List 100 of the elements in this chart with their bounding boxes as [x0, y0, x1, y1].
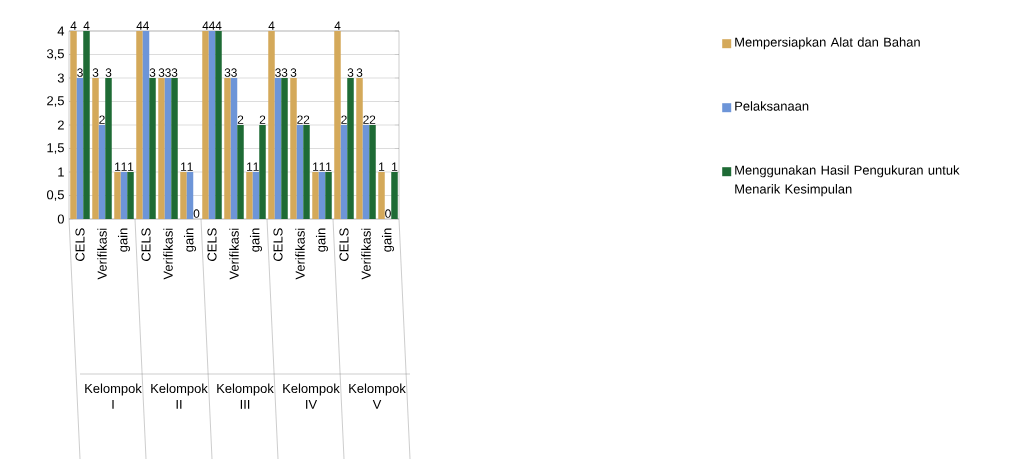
y-tick-label: 2	[57, 120, 64, 130]
x-tick-label: gain	[381, 228, 395, 252]
x-tick-label: gain	[183, 228, 197, 252]
y-tick-label: 3,5	[46, 49, 64, 60]
data-label: 2	[297, 115, 303, 124]
x-tick-label: CELS	[75, 228, 85, 261]
bar	[340, 125, 348, 219]
y-tick-label: 0,5	[46, 190, 64, 201]
data-label: 4	[208, 21, 215, 30]
data-label: 1	[115, 162, 121, 171]
data-label: 3	[231, 68, 237, 77]
bar	[142, 31, 150, 219]
x-tick-label: CELS	[141, 228, 151, 261]
x-tick-label: Verifikasi	[97, 228, 107, 280]
x-tick-label: Verifikasi	[361, 228, 371, 280]
data-label: 1	[326, 162, 332, 171]
bar	[362, 125, 370, 219]
bar	[215, 31, 222, 219]
bar	[202, 31, 209, 219]
legend-label: Pelaksanaan	[735, 101, 809, 111]
data-label: 1	[181, 162, 187, 171]
data-label: 3	[77, 68, 83, 77]
data-label: 1	[392, 162, 398, 171]
data-label: 3	[347, 68, 354, 77]
data-label: 4	[70, 21, 77, 30]
bar	[76, 78, 84, 219]
bar	[127, 172, 134, 219]
data-label: 4	[142, 21, 149, 30]
x-tick-label: Verifikasi	[229, 228, 239, 280]
data-label: 1	[313, 162, 319, 171]
data-label: 1	[128, 162, 134, 171]
bar	[274, 78, 282, 219]
y-tick-label: 4	[57, 26, 65, 36]
data-label: 3	[105, 68, 112, 77]
data-label: 1	[121, 162, 127, 171]
data-label: 1	[379, 162, 385, 171]
data-label: 3	[149, 68, 156, 77]
x-tick-label: CELS	[273, 228, 283, 261]
data-label: 4	[268, 21, 275, 30]
bar	[303, 125, 310, 219]
bar	[252, 172, 260, 219]
bar	[92, 78, 99, 219]
data-label: 2	[341, 115, 347, 124]
x-tick-label: Verifikasi	[295, 228, 305, 280]
data-label: 3	[165, 68, 171, 77]
bar	[105, 78, 112, 219]
data-label: 2	[369, 115, 376, 124]
data-label: 1	[319, 162, 325, 171]
data-label: 2	[363, 115, 369, 124]
bar	[347, 78, 354, 219]
bar	[312, 172, 319, 219]
y-tick-label: 2,5	[47, 96, 64, 107]
data-label: 3	[281, 68, 288, 77]
bar	[237, 125, 244, 219]
bar	[70, 31, 77, 219]
bar	[325, 172, 332, 219]
text: Kelompok IV	[283, 383, 340, 409]
bar	[296, 125, 304, 219]
bar	[290, 78, 297, 219]
data-label: 0	[385, 209, 391, 218]
bar	[98, 125, 106, 219]
data-label: 4	[334, 21, 341, 30]
bar	[164, 78, 172, 219]
data-label: 3	[275, 68, 281, 77]
bar	[224, 78, 231, 219]
data-label: 0	[193, 209, 200, 218]
data-label: 3	[92, 68, 99, 77]
bar	[268, 31, 275, 219]
y-tick-label: 0	[57, 214, 64, 224]
data-label: 3	[171, 68, 178, 77]
x-tick-label: Verifikasi	[163, 228, 173, 280]
bar	[318, 172, 326, 219]
bar	[246, 172, 253, 219]
x-tick-label: CELS	[207, 228, 217, 261]
data-label: 1	[253, 162, 259, 171]
data-label: 3	[224, 68, 231, 77]
legend-label: Menggunakan Hasil Pengukuran untuk Menarik Kesimpulan	[735, 165, 960, 197]
bar	[149, 78, 156, 219]
bar	[369, 125, 376, 219]
data-label: 4	[83, 21, 90, 30]
data-label: 3	[356, 68, 363, 77]
data-label: 4	[202, 21, 209, 30]
bar	[281, 78, 288, 219]
bar	[114, 172, 121, 219]
bar	[136, 31, 143, 219]
y-tick-label: 1,5	[47, 143, 64, 154]
data-label: 2	[259, 115, 266, 124]
bar	[171, 78, 178, 219]
x-tick-label: gain	[117, 228, 131, 252]
text: Kelompok III	[217, 383, 274, 409]
y-tick-label: 3	[57, 73, 64, 83]
x-tick-label: CELS	[339, 228, 349, 261]
bar	[259, 125, 266, 219]
bar	[334, 31, 341, 219]
x-tick-label: gain	[315, 228, 329, 252]
data-label: 2	[237, 115, 244, 124]
bar	[83, 31, 90, 219]
bar	[230, 78, 238, 219]
legend-label: Mempersiapkan Alat dan Bahan	[735, 37, 920, 50]
bar	[356, 78, 363, 219]
